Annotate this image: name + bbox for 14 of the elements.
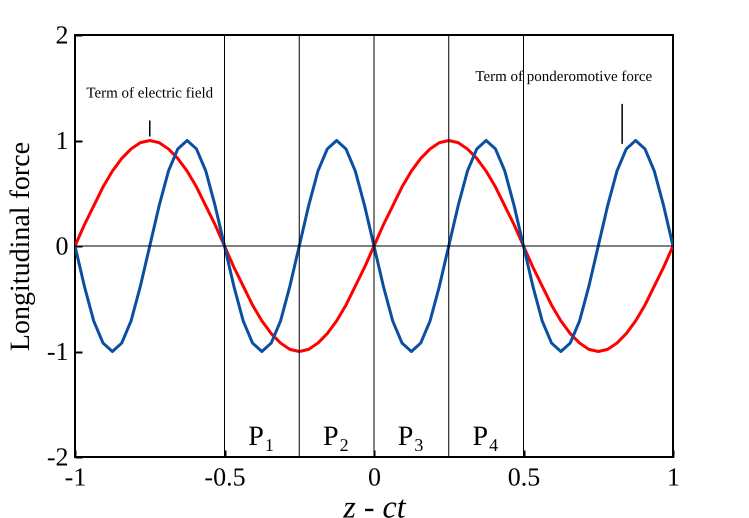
y-tick-label: 2	[56, 20, 68, 50]
y-axis-title: Longitudinal force	[4, 142, 36, 352]
line-series	[75, 139, 673, 353]
y-tick-label: 0	[56, 232, 68, 260]
y-tick-label: -1	[46, 337, 68, 366]
x-tick-label: -0.5	[204, 462, 246, 492]
y-tick-label: 1	[56, 126, 68, 155]
annotation: Term of ponderomotive force	[475, 68, 652, 85]
x-tick-label: 1	[667, 462, 680, 492]
y-tick-label: -2	[46, 442, 68, 472]
x-tick-label: 0	[368, 462, 381, 492]
x-tick-label: 0.5	[508, 462, 540, 492]
x-axis-title: z - ct	[342, 488, 407, 518]
annotation: Term of electric field	[86, 86, 214, 102]
